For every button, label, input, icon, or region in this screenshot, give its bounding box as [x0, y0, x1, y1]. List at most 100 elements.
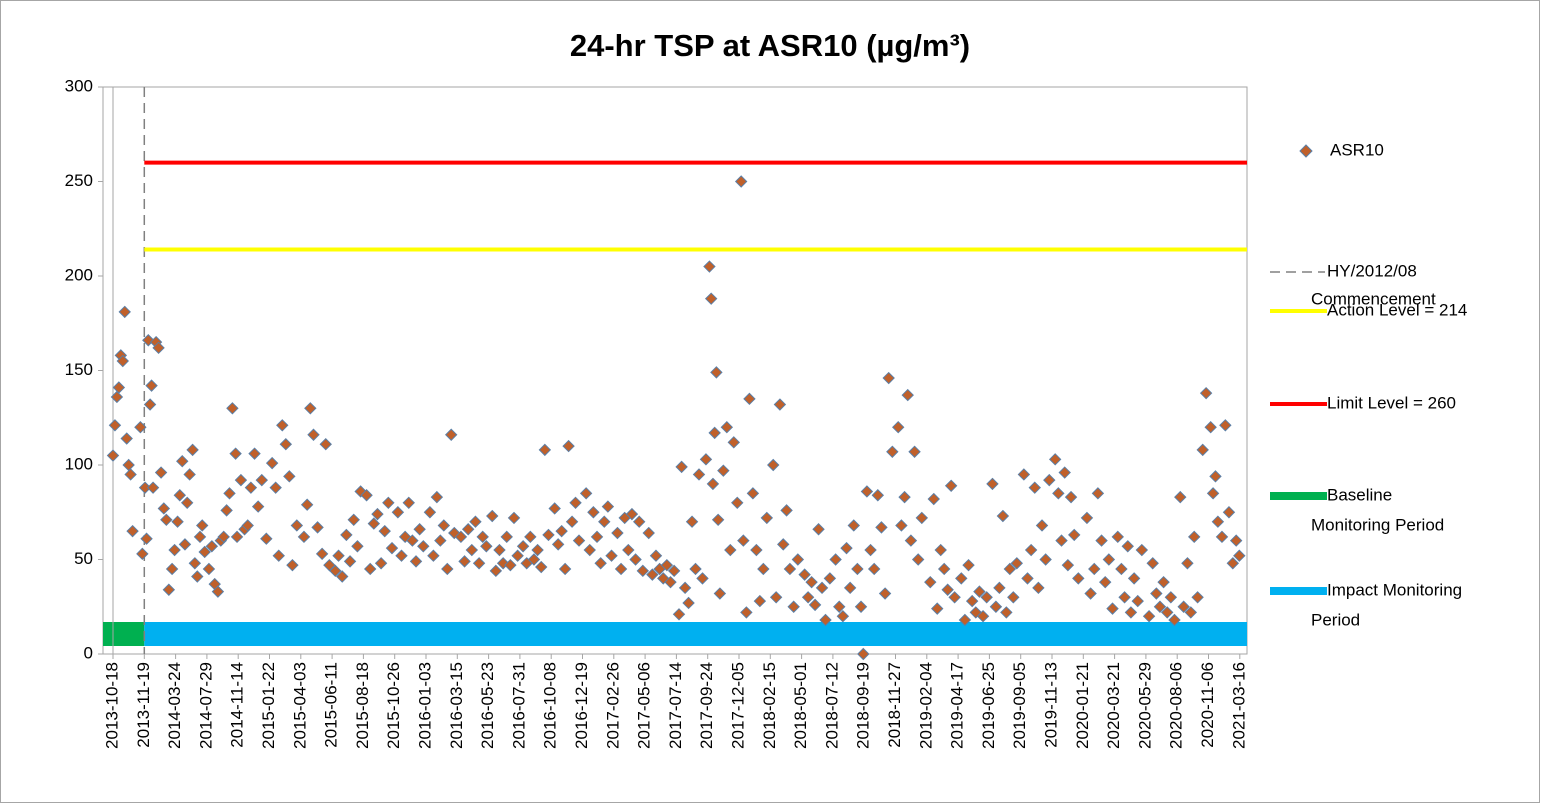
x-tick-label: 2016-05-23 [478, 662, 497, 749]
point [993, 581, 1006, 595]
point [886, 445, 899, 458]
point [1052, 487, 1065, 500]
point [220, 504, 233, 517]
point [805, 575, 818, 589]
x-tick-label: 2019-02-04 [916, 662, 935, 749]
point [445, 428, 458, 441]
x-tick-label: 2020-03-21 [1104, 662, 1123, 749]
point [1177, 600, 1190, 613]
point [500, 530, 513, 544]
x-tick-label: 2017-09-24 [697, 662, 716, 749]
point [347, 513, 360, 527]
point [833, 600, 846, 613]
point [385, 541, 399, 555]
point [692, 468, 706, 481]
point [682, 596, 695, 610]
point [1161, 606, 1174, 619]
point [297, 530, 311, 544]
point [535, 560, 548, 574]
point [120, 432, 133, 445]
point [430, 490, 444, 504]
point [476, 530, 489, 544]
point [908, 445, 921, 458]
point [1028, 481, 1041, 494]
point [753, 594, 767, 608]
point [924, 575, 937, 589]
point [548, 502, 561, 515]
x-tick-label: 2016-10-08 [541, 662, 560, 749]
point [901, 388, 914, 402]
point [198, 545, 211, 559]
point [176, 455, 189, 468]
point [579, 487, 593, 500]
point [276, 419, 289, 432]
point [531, 543, 544, 557]
point [980, 591, 993, 604]
point [614, 562, 628, 576]
point [524, 530, 537, 544]
point [605, 549, 618, 562]
point [1188, 530, 1201, 544]
point [1068, 528, 1081, 542]
x-tick-label: 2018-07-12 [822, 662, 841, 749]
x-tick-label: 2017-07-14 [666, 662, 685, 749]
point [1118, 591, 1131, 604]
point [871, 489, 885, 502]
x-tick-label: 2013-11-19 [134, 662, 153, 748]
x-tick-label: 2020-08-06 [1167, 662, 1186, 749]
point [1115, 562, 1128, 576]
point [461, 523, 475, 536]
point [472, 557, 486, 570]
point [819, 613, 832, 627]
point [1206, 487, 1220, 500]
legend-label: Period [1311, 610, 1360, 629]
point [183, 468, 196, 481]
point [867, 562, 881, 576]
point [395, 549, 408, 562]
point [336, 570, 349, 583]
point [587, 506, 600, 519]
x-tick-label: 2016-12-19 [572, 662, 591, 749]
point [787, 600, 800, 613]
point [625, 507, 639, 521]
x-tick-label: 2018-02-15 [760, 662, 779, 749]
legend-marker [1299, 144, 1313, 158]
point [124, 468, 137, 481]
point [469, 515, 482, 528]
y-tick-label: 250 [65, 171, 93, 190]
point [286, 558, 299, 572]
point [724, 543, 737, 557]
point [202, 562, 216, 576]
point [186, 443, 199, 457]
point [551, 538, 565, 551]
point [205, 540, 219, 553]
point [727, 436, 740, 449]
point [699, 453, 713, 466]
point [1010, 557, 1023, 570]
point [417, 540, 430, 553]
point [672, 608, 686, 621]
point [168, 543, 181, 557]
point [948, 591, 961, 604]
point [611, 526, 624, 540]
x-tick-label: 2016-03-15 [447, 662, 466, 749]
point [1127, 572, 1141, 585]
x-tick-label: 2017-05-06 [635, 662, 654, 749]
point [229, 447, 242, 460]
legend-label: HY/2012/08 [1327, 261, 1417, 280]
x-tick-label: 2016-07-31 [509, 662, 528, 749]
point [720, 420, 734, 434]
x-tick-label: 2014-07-29 [196, 662, 215, 749]
point [962, 558, 975, 572]
point [290, 519, 304, 532]
point [780, 504, 793, 517]
point [154, 466, 168, 479]
point [480, 540, 493, 553]
x-tick-label: 2018-09-19 [854, 662, 873, 749]
point [598, 515, 611, 528]
point [413, 523, 426, 536]
point [860, 485, 874, 498]
point [409, 555, 423, 568]
point [248, 447, 261, 460]
